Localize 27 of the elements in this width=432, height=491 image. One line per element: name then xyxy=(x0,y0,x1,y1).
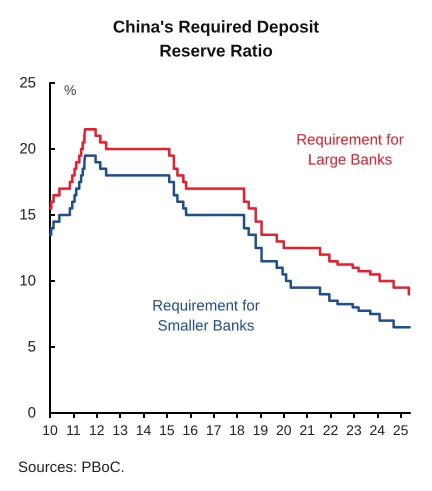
x-tick-label: 14 xyxy=(136,422,152,438)
x-tick-label: 21 xyxy=(299,422,316,438)
x-tick-label: 18 xyxy=(229,422,246,438)
y-axis-title: % xyxy=(64,82,76,98)
y-tick-label: 15 xyxy=(19,206,36,224)
x-tick-label: 13 xyxy=(112,422,128,438)
y-tick-label: 5 xyxy=(28,338,36,356)
text: Requirement for Large Banks xyxy=(296,132,404,168)
y-tick-label: 20 xyxy=(19,140,36,158)
x-tick-label: 20 xyxy=(276,422,292,438)
x-tick-label: 10 xyxy=(42,422,58,438)
x-tick-label: 12 xyxy=(88,422,105,438)
x-tick-label: 15 xyxy=(159,422,175,438)
x-tick-label: 24 xyxy=(369,422,386,438)
x-tick-label: 17 xyxy=(206,422,222,438)
x-tick-label: 11 xyxy=(66,422,81,438)
x-tick-label: 19 xyxy=(252,422,268,438)
y-tick-label: 10 xyxy=(19,272,36,290)
source-note: Sources: PBoC. xyxy=(18,459,125,476)
y-tick-label: 0 xyxy=(28,404,36,422)
x-tick-label: 23 xyxy=(346,422,362,438)
chart-title: China's Required Deposit Reserve Ratio xyxy=(112,18,320,60)
x-tick-label: 22 xyxy=(322,422,339,438)
y-tick-label: 25 xyxy=(19,74,36,92)
text: Requirement for Smaller Banks xyxy=(152,298,260,334)
x-tick-label: 25 xyxy=(392,422,409,438)
x-tick-label: 16 xyxy=(182,422,198,438)
